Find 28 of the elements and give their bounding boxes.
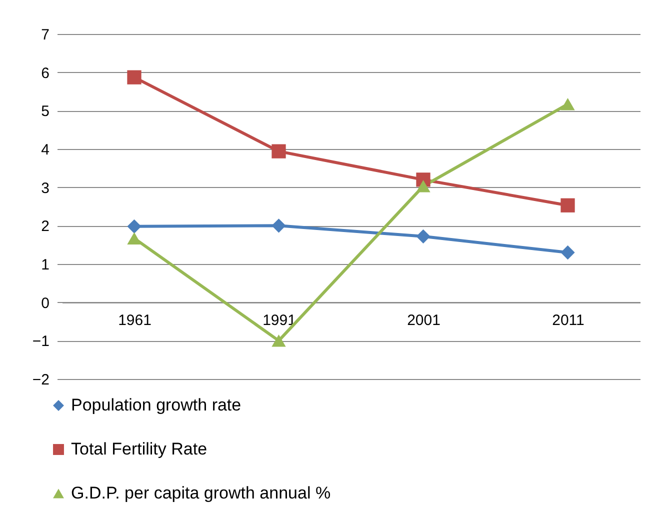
y-tick-label: 5 [41,103,50,120]
legend-label: Total Fertility Rate [71,440,208,458]
point [272,144,286,158]
y-tick-label: 6 [41,64,50,82]
point [127,70,142,84]
point [416,180,430,192]
x-tick-label: 1991 [262,312,296,329]
x-tick-label: 1961 [118,312,152,329]
x-tick-label: 2011 [552,312,584,329]
y-tick-label: 0 [41,294,50,312]
y-tick-label: 3 [41,180,50,197]
point [272,218,286,233]
y-tick-label: −1 [32,333,50,350]
y-tick-label: 2 [41,218,50,236]
point [416,229,430,244]
y-tick-label: 7 [41,26,50,44]
point [560,245,575,260]
point [127,232,142,244]
point [272,334,286,347]
x-tick-label: 2001 [407,312,440,329]
y-tick-label: 1 [41,256,50,274]
y-tick-label: −2 [32,372,50,388]
y-tick-label: 4 [41,142,50,158]
point [560,98,575,110]
legend-label: G.D.P. per capita growth annual % [71,484,331,502]
legend-label: Population growth rate [71,396,242,414]
point [560,198,575,212]
point [127,219,142,234]
